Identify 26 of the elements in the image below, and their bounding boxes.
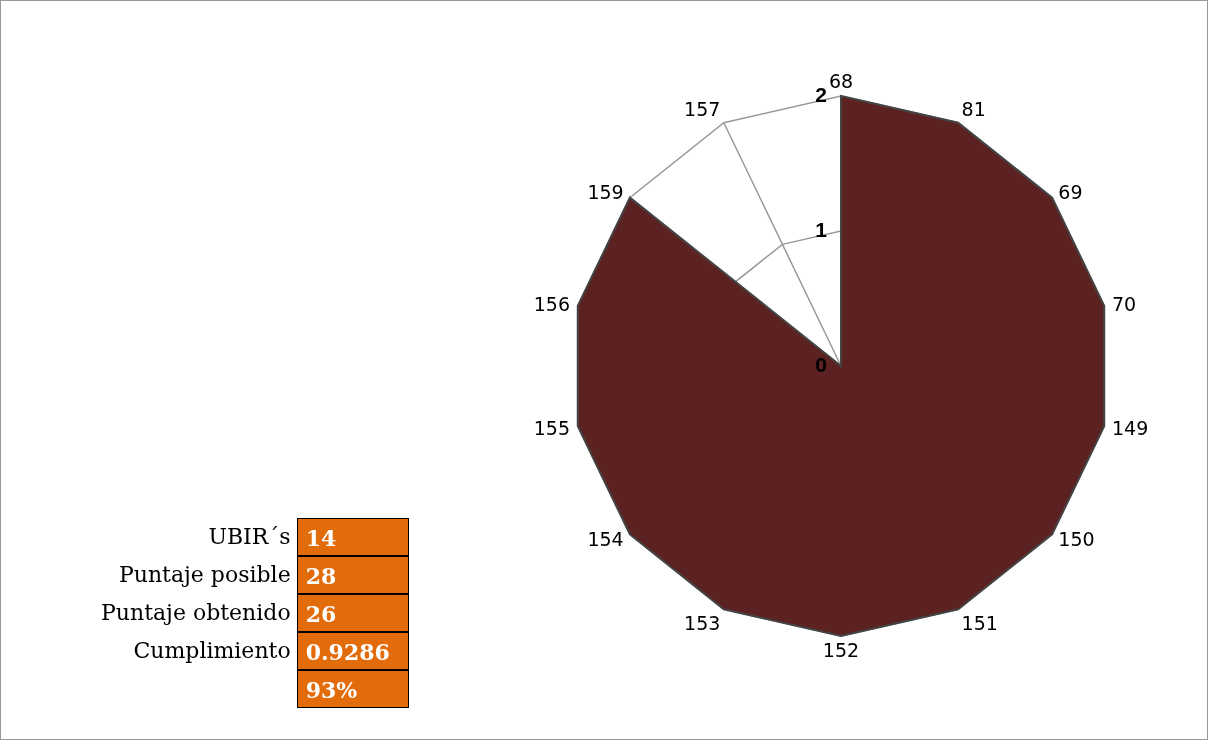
spoke-label: 156 bbox=[533, 292, 570, 315]
spoke-label: 81 bbox=[961, 97, 986, 120]
spoke-label: 157 bbox=[684, 97, 721, 120]
text: Puntaje obtenido bbox=[101, 599, 291, 627]
text: 14 bbox=[296, 518, 409, 556]
spoke-label: 149 bbox=[1112, 416, 1149, 439]
y-tick-label: 0 bbox=[815, 353, 827, 376]
text: UBIR´s bbox=[207, 523, 291, 551]
y-tick-label: 1 bbox=[815, 218, 828, 241]
text: Cumplimiento bbox=[132, 637, 291, 665]
spoke-label: 69 bbox=[1058, 181, 1083, 204]
spoke-label: 154 bbox=[587, 528, 624, 551]
spoke-label: 152 bbox=[822, 639, 860, 662]
text: 26 bbox=[296, 594, 409, 632]
y-tick-label: 2 bbox=[815, 83, 827, 106]
text: 93% bbox=[296, 670, 409, 708]
spoke-label: 151 bbox=[961, 611, 998, 634]
spoke-label: 150 bbox=[1058, 528, 1095, 551]
spoke-label: 159 bbox=[587, 181, 624, 204]
spoke-label: 153 bbox=[684, 611, 721, 634]
spoke-label: 70 bbox=[1112, 292, 1137, 315]
text: 0.9286 bbox=[296, 632, 409, 670]
spoke-label: 155 bbox=[533, 416, 570, 439]
text: 28 bbox=[296, 556, 409, 594]
text: Puntaje posible bbox=[117, 561, 291, 589]
spoke-label: 68 bbox=[828, 70, 854, 92]
